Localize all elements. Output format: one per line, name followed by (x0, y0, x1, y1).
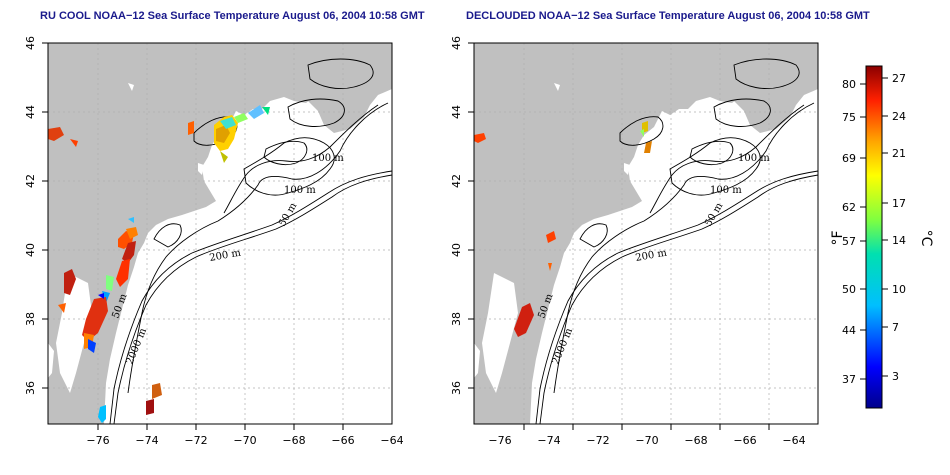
x-tick-label: −66 (733, 434, 756, 447)
left-sst-pixels (48, 105, 270, 423)
x-tick-label: −64 (380, 434, 403, 447)
x-tick-label: −74 (135, 434, 158, 447)
colorbar-c-label: 14 (892, 234, 906, 247)
y-tick-label: 42 (450, 174, 463, 188)
x-tick-label: −66 (331, 434, 354, 447)
x-tick-label: −70 (635, 434, 658, 447)
y-tick-label: 46 (24, 36, 37, 50)
colorbar-f-label: 62 (842, 201, 856, 214)
svg-text:100 m: 100 m (312, 153, 344, 164)
right-y-axis: 46 44 42 40 38 36 (450, 36, 474, 395)
x-tick-label: −74 (537, 434, 560, 447)
fahrenheit-ticks: 80 75 69 62 57 50 44 37 (842, 78, 856, 386)
y-tick-label: 40 (24, 243, 37, 257)
colorbar-f-label: 75 (842, 111, 856, 124)
colorbar-c-label: 24 (892, 110, 906, 123)
y-tick-label: 38 (450, 312, 463, 326)
x-tick-label: −68 (282, 434, 305, 447)
y-tick-label: 44 (450, 105, 463, 119)
svg-text:100 m: 100 m (284, 185, 316, 196)
left-y-axis: 46 44 42 40 38 36 (24, 36, 48, 395)
colorbar-c-label: 17 (892, 197, 906, 210)
colorbar-c-label: 10 (892, 283, 906, 296)
x-tick-label: −68 (684, 434, 707, 447)
x-tick-label: −72 (586, 434, 609, 447)
colorbar-gradient (865, 65, 883, 409)
colorbar-f-label: 44 (842, 324, 856, 337)
y-tick-label: 44 (24, 105, 37, 119)
colorbar-f-label: 69 (842, 152, 856, 165)
celsius-ticks: 27 24 21 17 14 10 7 3 (892, 72, 906, 383)
y-tick-label: 42 (24, 174, 37, 188)
x-tick-label: −76 (86, 434, 109, 447)
colorbar-c-label: 7 (892, 321, 899, 334)
colorbar-f-label: 37 (842, 373, 856, 386)
right-map-panel: 100 m 100 m 50 m 200 m 50 m 2000 m (473, 42, 819, 425)
colorbar: 80 75 69 62 57 50 44 37 27 24 21 17 14 1… (830, 65, 934, 409)
y-tick-label: 36 (450, 381, 463, 395)
fahrenheit-unit-label: °F (830, 230, 846, 245)
colorbar-f-label: 57 (842, 235, 856, 248)
colorbar-c-label: 27 (892, 72, 906, 85)
colorbar-f-label: 50 (842, 283, 856, 296)
svg-text:100 m: 100 m (738, 153, 770, 164)
left-x-axis: −76 −74 −72 −70 −68 −66 −64 (86, 424, 404, 447)
y-tick-label: 40 (450, 243, 463, 257)
colorbar-c-label: 21 (892, 147, 906, 160)
right-sst-pixels (474, 121, 652, 337)
x-tick-label: −70 (233, 434, 256, 447)
left-panel-title: RU COOL NOAA−12 Sea Surface Temperature … (40, 10, 425, 22)
left-map-panel: 100 m 100 m 50 m 200 m 50 m 2000 m (47, 42, 393, 425)
colorbar-c-label: 3 (892, 370, 899, 383)
svg-text:100 m: 100 m (710, 185, 742, 196)
right-x-axis: −76 −74 −72 −70 −68 −66 −64 (488, 424, 806, 447)
right-panel-title: DECLOUDED NOAA−12 Sea Surface Temperatur… (466, 10, 870, 22)
y-tick-label: 38 (24, 312, 37, 326)
x-tick-label: −64 (782, 434, 805, 447)
y-tick-label: 46 (450, 36, 463, 50)
colorbar-f-label: 80 (842, 78, 856, 91)
y-tick-label: 36 (24, 381, 37, 395)
celsius-unit-label: °C (918, 230, 934, 247)
x-tick-label: −76 (488, 434, 511, 447)
x-tick-label: −72 (184, 434, 207, 447)
